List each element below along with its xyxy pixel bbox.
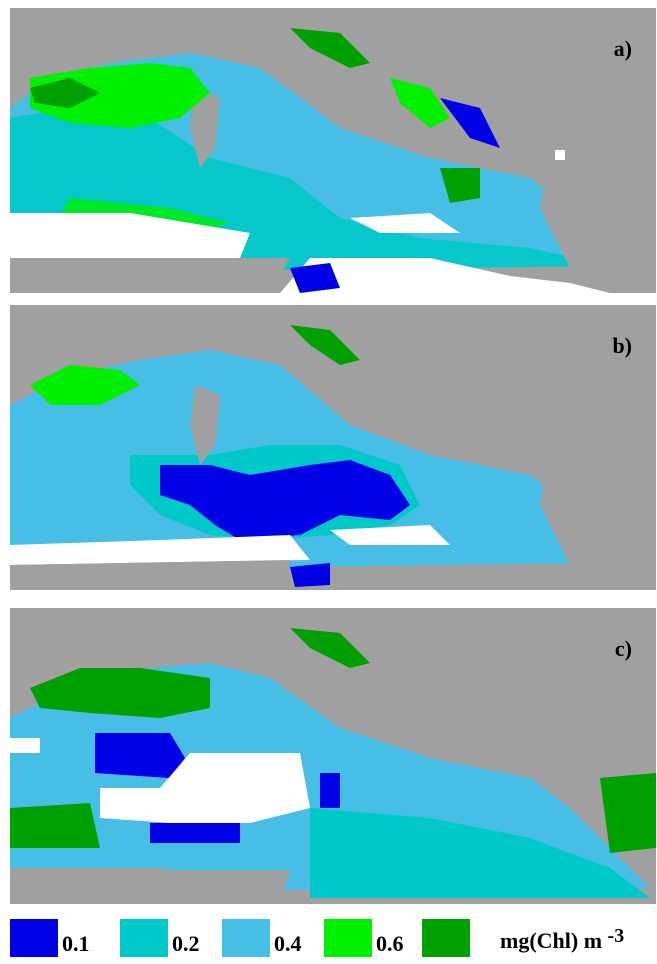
legend-swatch-0-4 (222, 919, 270, 957)
panel-label-a: a) (613, 36, 632, 61)
chlorophyll-map-b (10, 315, 656, 590)
color-legend: 0.1 0.2 0.4 0.6 mg(Chl) m -3 (0, 916, 657, 964)
map-panel-a: a) (10, 8, 656, 293)
legend-label-0-4: 0.4 (274, 931, 302, 956)
unit-main: mg(Chl) m (500, 928, 603, 953)
legend-label-0-6: 0.6 (376, 931, 404, 956)
chlorophyll-map-a (10, 18, 656, 293)
map-panel-b: b) (10, 305, 656, 590)
legend-label-0-1: 0.1 (62, 931, 90, 956)
panel-label-b: b) (612, 333, 632, 358)
legend-swatch-0-6 (324, 919, 372, 957)
legend-swatch-0-2 (120, 919, 168, 957)
legend-swatch-0-1 (10, 919, 58, 957)
legend-label-0-2: 0.2 (172, 931, 200, 956)
chlorophyll-map-c (10, 618, 656, 904)
unit-exponent: -3 (607, 925, 625, 947)
legend-unit: mg(Chl) m -3 (500, 925, 625, 954)
panel-label-c: c) (614, 636, 632, 661)
legend-swatch-0-8 (422, 919, 470, 957)
map-panel-c: c) (10, 608, 656, 904)
